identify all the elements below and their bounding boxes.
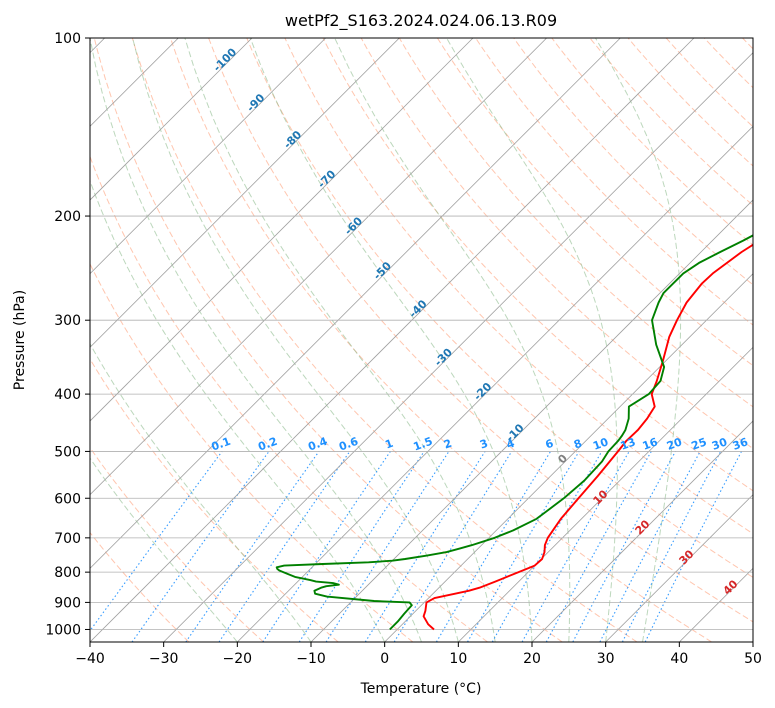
series-lines [275,234,753,631]
mixing-ratio-label: 10 [591,435,610,453]
y-tick-label: 300 [54,313,81,329]
x-tick-label: 40 [670,651,688,667]
mixing-ratio-label: 13 [619,435,638,452]
isotherm [90,38,400,348]
mixing-ratio-label: 0.1 [210,435,233,454]
y-tick-label: 700 [54,531,81,547]
moist-adiabat [595,38,682,642]
isotherm [90,38,695,642]
mixing-ratio-line [90,451,223,632]
grid-lines [90,38,753,642]
mixing-ratio-line [491,451,603,642]
y-tick-label: 100 [54,31,81,47]
mixing-ratio-label: 25 [690,435,709,452]
isotherm [90,38,621,569]
isotherm [90,38,253,201]
mixing-ratio-label: 36 [731,435,750,453]
y-axis: 1000 900 800 700 600 500 400 300 200 100 [45,31,90,638]
mixing-ratio-label: 0.6 [337,435,360,454]
plot-background [90,38,753,642]
isotherm [90,38,474,422]
mixing-ratio-label: 8 [572,437,584,452]
temperature-line [422,243,753,631]
x-tick-label: −30 [149,651,179,667]
mixing-ratio-line [435,451,552,642]
x-tick-label: 20 [523,651,541,667]
mixing-ratio-label: 6 [544,437,556,452]
y-axis-label: Pressure (hPa) [12,290,28,390]
x-tick-label: −10 [296,651,326,667]
dry-adiabat [322,38,753,492]
dry-adiabat [284,38,753,535]
chart-title: wetPf2_S163.2024.024.06.13.R09 [285,11,557,31]
mixing-ratio-label: 20 [665,435,684,453]
moist-adiabat [90,38,422,642]
moist-adiabat [249,38,533,642]
mixing-ratio-label: 16 [641,435,660,453]
y-tick-label: 1000 [45,622,81,638]
isotherm [90,38,547,496]
mixing-ratio-line [545,451,652,642]
x-tick-label: −40 [75,651,105,667]
moist-adiabat [184,38,496,642]
y-tick-label: 600 [54,491,81,507]
plot-frame [89,37,754,643]
dry-adiabat [398,38,753,408]
dry-adiabat [131,38,638,642]
mixing-ratio-label: 0.2 [256,435,279,454]
moist-adiabat [334,38,571,642]
isotherm [163,52,753,642]
x-tick-label: 30 [597,651,615,667]
dry-adiabat [436,38,753,367]
y-tick-label: 400 [54,387,81,403]
x-axis: −40 −30 −20 −10 0 10 20 30 40 50 [75,642,762,667]
isotherm [605,494,753,642]
x-tick-label: −20 [223,651,253,667]
isotherm [310,199,753,642]
x-tick-label: 0 [380,651,389,667]
mixing-ratio-label: 3 [478,437,490,452]
dry-adiabat [90,262,414,642]
moist-adiabat [132,38,459,642]
moist-adiabat [90,457,238,642]
dry-adiabat [90,358,339,642]
mixing-ratio-line [572,451,676,642]
mixing-ratio-label: 0.4 [306,435,329,454]
y-tick-label: 900 [54,595,81,611]
x-tick-label: 10 [449,651,467,667]
isotherm [90,38,326,275]
x-tick-label: 50 [744,651,762,667]
mixing-ratio-line [218,451,351,642]
y-tick-label: 500 [54,444,81,460]
dry-adiabat [208,38,753,623]
y-tick-label: 800 [54,565,81,581]
mixing-ratio-label: 1 [383,437,395,452]
isotherm [458,346,753,642]
x-axis-label: Temperature (°C) [360,681,482,697]
mixing-ratio-label: 1.5 [412,435,435,454]
background-lines [90,38,753,642]
mixing-ratio-line [131,451,270,642]
moist-adiabat [446,38,618,642]
isotherm [531,420,753,642]
mixing-ratio-line [467,451,580,642]
mixing-ratio-line [325,451,450,642]
mixing-ratio-line [521,451,630,642]
dry-adiabat [93,38,563,642]
mixing-ratio-line [364,451,486,642]
dry-adiabat [90,531,190,642]
dewpoint-line [275,234,753,631]
isotherm [237,125,753,642]
mixing-ratio-line [393,451,513,642]
mixing-ratio-label: 30 [710,435,729,453]
y-tick-label: 200 [54,209,81,225]
isotherm [752,641,753,642]
mixing-ratio-label: 4 [505,437,517,452]
mixing-ratio-label: 2 [442,437,454,452]
dry-adiabat [246,38,753,578]
